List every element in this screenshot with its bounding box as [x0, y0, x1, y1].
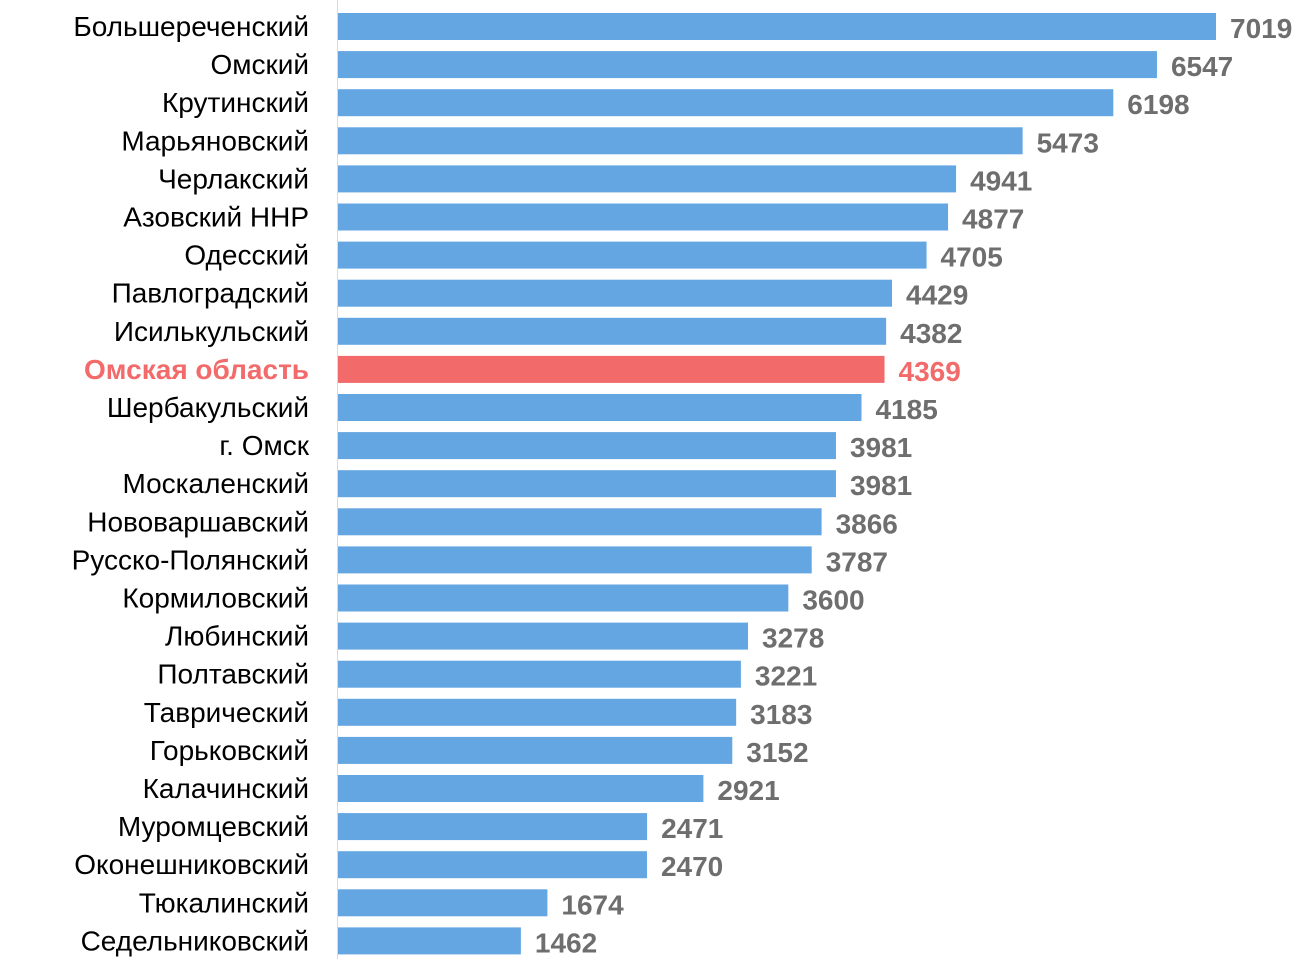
category-labels-group: Большереченский Омский Крутинский Марьяновс… — [72, 11, 310, 956]
value-label: 2470 — [661, 851, 723, 882]
bar — [338, 927, 521, 955]
category-label: Омская область — [84, 354, 309, 385]
bar — [338, 508, 822, 536]
value-label: 3981 — [850, 432, 912, 463]
value-label: 4941 — [970, 165, 1032, 196]
value-label: 2471 — [661, 813, 723, 844]
bars-group — [338, 13, 1216, 955]
value-label: 3600 — [802, 585, 864, 616]
bar — [338, 775, 704, 802]
bar — [338, 889, 548, 917]
value-label: 3221 — [755, 661, 817, 692]
value-label: 4382 — [900, 318, 962, 349]
value-label: 3787 — [826, 546, 888, 577]
category-label: Крутинский — [162, 87, 309, 118]
value-label: 6547 — [1171, 51, 1233, 82]
category-label: Седельниковский — [81, 925, 309, 956]
category-label: Большереченский — [73, 11, 309, 42]
bar — [338, 355, 885, 383]
bar — [338, 13, 1216, 40]
value-label: 3278 — [762, 623, 824, 654]
bar — [338, 203, 949, 231]
category-label: Русско-Полянский — [72, 544, 309, 575]
value-label: 3183 — [750, 699, 812, 730]
value-label: 4705 — [941, 242, 1003, 273]
category-label: Полтавский — [157, 659, 309, 690]
value-label: 4429 — [906, 280, 968, 311]
value-label: 3152 — [746, 737, 808, 768]
value-label: 4185 — [875, 394, 937, 425]
bar — [338, 584, 789, 612]
value-label: 1462 — [535, 927, 597, 958]
bar — [338, 698, 737, 726]
bar — [338, 622, 749, 650]
bar — [338, 394, 862, 421]
bar — [338, 279, 893, 307]
bar — [338, 89, 1114, 117]
category-label: Тюкалинский — [139, 887, 309, 918]
category-label: Москаленский — [122, 468, 309, 499]
bar — [338, 851, 647, 879]
value-label: 4369 — [899, 356, 961, 387]
category-label: Одесский — [184, 240, 309, 271]
category-label: Черлакский — [158, 163, 309, 194]
category-label: Азовский ННР — [123, 202, 309, 233]
category-label: Шербакульский — [107, 392, 309, 423]
bar — [338, 660, 741, 688]
category-label: Горьковский — [150, 735, 309, 766]
category-label: Калачинский — [143, 773, 309, 804]
bar — [338, 432, 836, 460]
bar — [338, 813, 648, 841]
value-label: 6198 — [1127, 89, 1189, 120]
bar — [338, 127, 1023, 155]
value-label: 3981 — [850, 470, 912, 501]
category-label: Любинский — [165, 621, 309, 652]
bar — [338, 241, 927, 269]
value-label: 4877 — [962, 204, 1024, 235]
value-label: 2921 — [717, 775, 779, 806]
category-label: г. Омск — [219, 430, 309, 461]
category-label: Омский — [210, 49, 309, 80]
category-label: Оконешниковский — [74, 849, 309, 880]
category-label: Таврический — [144, 697, 309, 728]
value-label: 1674 — [561, 889, 624, 920]
bar — [338, 470, 836, 498]
bar — [338, 546, 812, 574]
bar — [338, 736, 733, 764]
category-label: Павлоградский — [112, 278, 309, 309]
category-label: Нововаршавский — [87, 506, 309, 537]
bar — [338, 165, 957, 193]
category-label: Муромцевский — [118, 811, 309, 842]
bar — [338, 51, 1157, 79]
value-label: 7019 — [1230, 13, 1292, 44]
value-label: 5473 — [1037, 127, 1099, 158]
value-label: 3866 — [836, 508, 898, 539]
category-label: Исилькульский — [114, 316, 309, 347]
bar — [338, 317, 887, 345]
category-label: Кормиловский — [122, 583, 309, 614]
category-label: Марьяновский — [121, 125, 309, 156]
